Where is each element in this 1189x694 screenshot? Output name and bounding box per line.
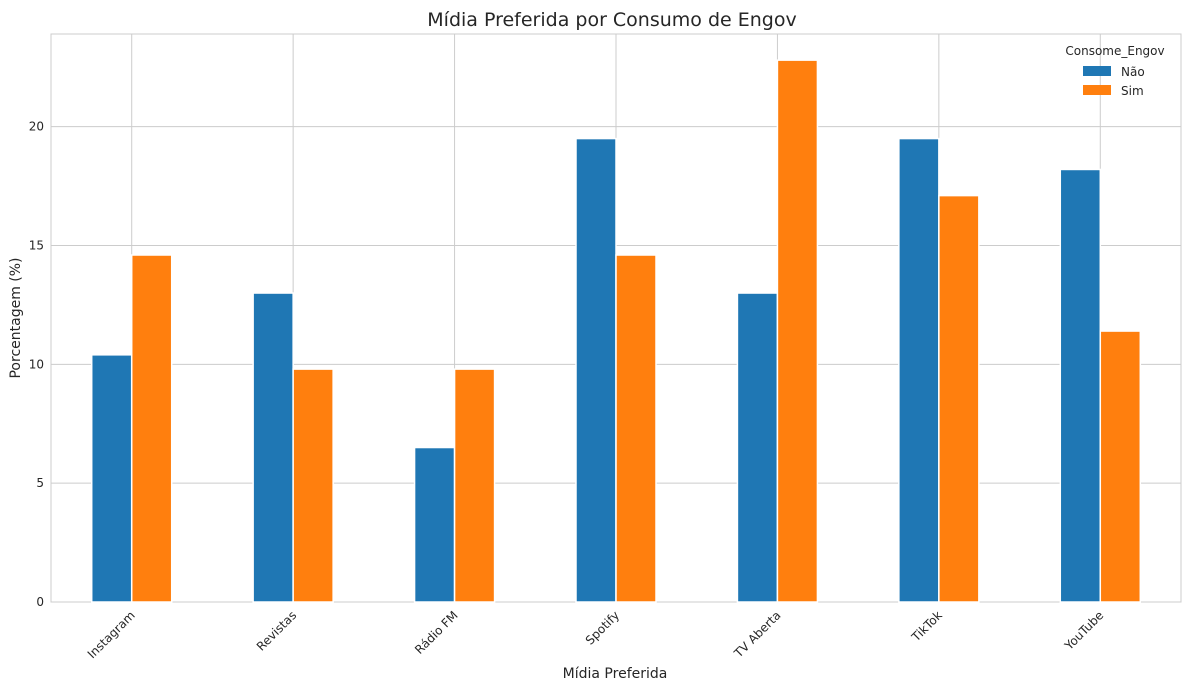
x-tick-label: Instagram: [85, 608, 138, 661]
bar-nao-3: [575, 137, 617, 603]
bars: [90, 59, 1142, 603]
y-tick-label: 15: [29, 239, 44, 253]
bar-sim-1: [292, 368, 334, 603]
chart-title: Mídia Preferida por Consumo de Engov: [427, 9, 796, 31]
x-tick-label: Rádio FM: [412, 608, 461, 657]
bar-nao-4: [736, 292, 779, 603]
legend-label: Não: [1121, 65, 1145, 79]
x-tick-label: TV Aberta: [731, 608, 784, 661]
legend-title: Consome_Engov: [1065, 44, 1164, 58]
x-tick-label: Spotify: [583, 608, 622, 647]
legend-swatch: [1083, 66, 1111, 76]
bar-sim-4: [776, 59, 819, 603]
x-axis-title: Mídia Preferida: [563, 666, 668, 682]
bar-nao-1: [252, 292, 294, 603]
y-axis-ticks: 0 5 10 15 20: [29, 120, 44, 609]
legend: Consome_Engov Não Sim: [1065, 44, 1164, 98]
x-tick-label: TikTok: [908, 608, 945, 645]
bar-sim-3: [615, 254, 657, 603]
x-tick-label: YouTube: [1061, 608, 1106, 653]
bar-nao-5: [898, 137, 940, 603]
bar-nao-2: [413, 446, 456, 603]
x-tick-label: Revistas: [254, 608, 299, 653]
y-tick-label: 5: [36, 476, 44, 490]
y-tick-label: 20: [29, 120, 44, 134]
y-tick-label: 0: [36, 595, 44, 609]
legend-swatch: [1083, 85, 1111, 95]
bar-nao-0: [90, 354, 133, 603]
bar-sim-2: [453, 368, 496, 603]
legend-label: Sim: [1121, 84, 1144, 98]
y-tick-label: 10: [29, 357, 44, 371]
bar-sim-6: [1099, 330, 1142, 603]
bar-nao-6: [1059, 168, 1102, 603]
legend-items: Não Sim: [1083, 65, 1145, 98]
x-axis-ticks: Instagram Revistas Rádio FM Spotify TV Abert…: [85, 608, 1107, 661]
y-axis-title: Porcentagem (%): [8, 257, 24, 378]
bar-sim-0: [130, 254, 173, 603]
bar-sim-5: [938, 194, 980, 603]
